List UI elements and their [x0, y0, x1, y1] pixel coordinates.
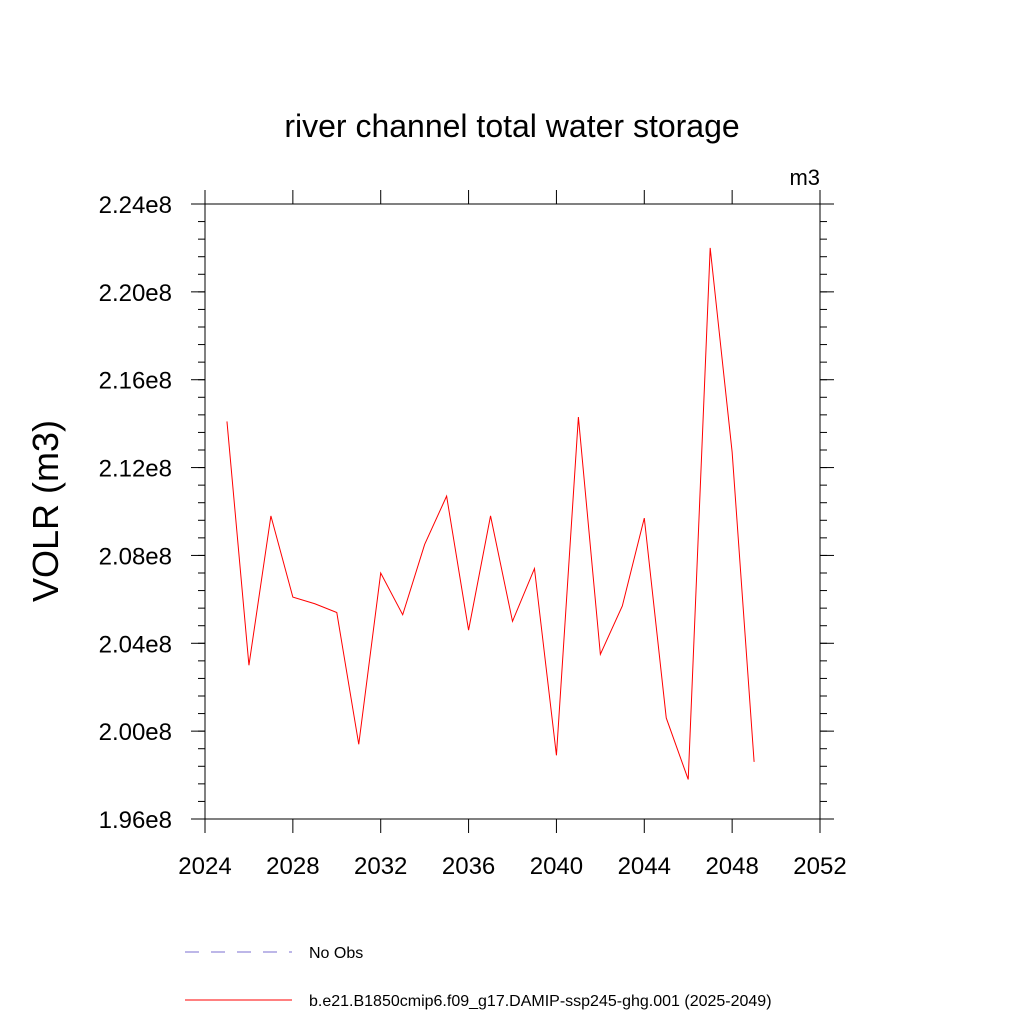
y-tick-label: 2.20e8: [99, 280, 172, 307]
y-tick-label: 2.00e8: [99, 719, 172, 746]
x-tick-label: 2052: [793, 853, 846, 880]
x-tick-label: 2028: [266, 853, 319, 880]
y-tick-label: 2.04e8: [99, 631, 172, 658]
axes: 2024 2028 2032 2036 2040 2044 2048 2052 1.96e8 2.…: [99, 190, 847, 880]
x-tick-label: 2048: [705, 853, 758, 880]
chart-title: river channel total water storage: [284, 108, 739, 144]
y-tick-label: 2.08e8: [99, 543, 172, 570]
x-tick-label: 2024: [178, 853, 231, 880]
x-tick-label: 2032: [354, 853, 407, 880]
units-label: m3: [789, 165, 820, 190]
x-tick-label: 2040: [530, 853, 583, 880]
plot-frame: [204, 203, 821, 820]
y-tick-label: 2.16e8: [99, 368, 172, 395]
legend: No Obs b.e21.B1850cmip6.f09_g17.DAMIP-ss…: [185, 945, 772, 1010]
y-axis-label: VOLR (m3): [25, 420, 66, 602]
legend-label-no-obs: No Obs: [309, 945, 363, 962]
y-tick-label: 1.96e8: [99, 807, 172, 834]
legend-label-ghg-run: b.e21.B1850cmip6.f09_g17.DAMIP-ssp245-gh…: [309, 993, 772, 1010]
series-layer: [226, 247, 755, 780]
y-tick-label: 2.12e8: [99, 456, 172, 483]
y-tick-label: 2.24e8: [99, 192, 172, 219]
x-tick-label: 2036: [442, 853, 495, 880]
series-line-1: [226, 247, 755, 780]
x-tick-label: 2044: [618, 853, 671, 880]
